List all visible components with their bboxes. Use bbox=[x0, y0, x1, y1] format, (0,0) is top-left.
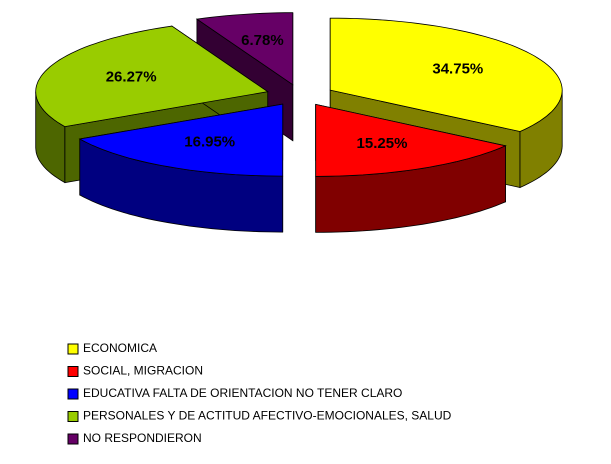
slice bbox=[315, 103, 507, 233]
legend-label: ECONOMICA bbox=[83, 341, 157, 355]
slice-top bbox=[78, 103, 284, 177]
value-label: 15.25% bbox=[357, 135, 408, 152]
value-label: 16.95% bbox=[184, 134, 235, 151]
legend-swatch bbox=[67, 388, 79, 400]
legend-swatch bbox=[67, 433, 79, 445]
legend-label: PERSONALES Y DE ACTITUD AFECTIVO-EMOCION… bbox=[83, 409, 452, 423]
legend-label: NO RESPONDIERON bbox=[83, 431, 202, 445]
value-label: 6.78% bbox=[241, 32, 284, 49]
slice-top bbox=[195, 12, 294, 86]
slice-top bbox=[35, 25, 269, 128]
legend-swatch bbox=[67, 366, 79, 377]
value-label: 26.27% bbox=[106, 69, 157, 86]
legend-swatch bbox=[67, 343, 79, 355]
legend-swatch bbox=[67, 411, 79, 422]
slice-top bbox=[329, 17, 563, 132]
slice bbox=[78, 103, 284, 233]
legend-label: SOCIAL, MIGRACION bbox=[83, 364, 203, 378]
slice-top bbox=[315, 103, 507, 177]
value-label: 34.75% bbox=[432, 61, 483, 78]
legend-label: EDUCATIVA FALTA DE ORIENTACION NO TENER … bbox=[83, 386, 402, 400]
